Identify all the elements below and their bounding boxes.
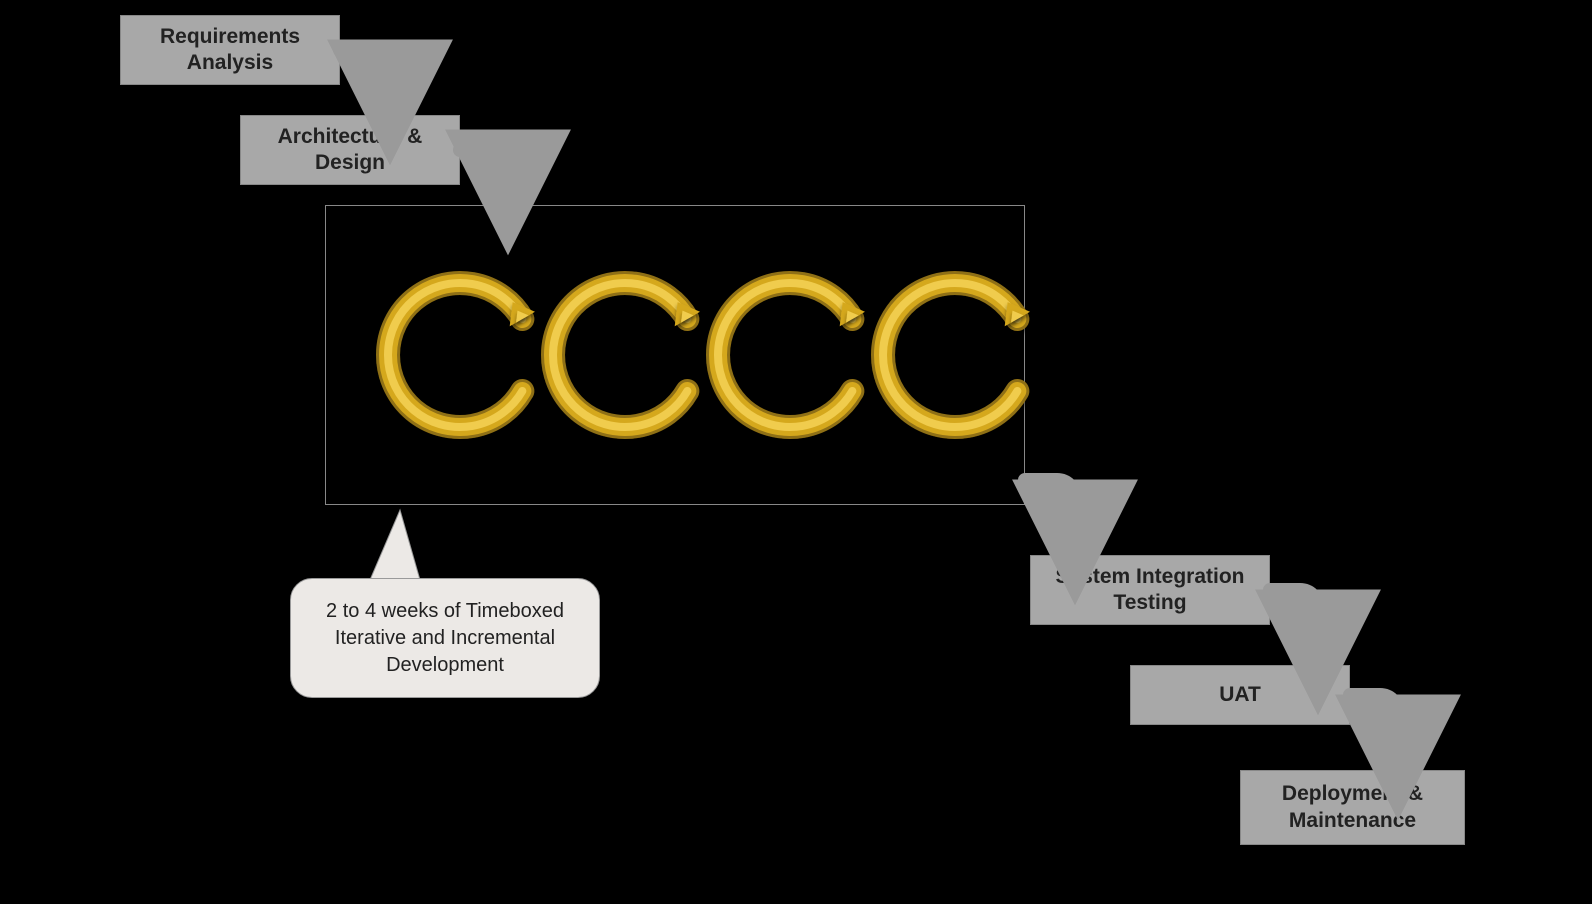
iteration-callout: 2 to 4 weeks of TimeboxedIterative and I… bbox=[290, 578, 600, 698]
phase-label: Deployment &Maintenance bbox=[1282, 781, 1423, 834]
connector-req-to-arch bbox=[340, 50, 390, 115]
diagram-stage: RequirementsAnalysis Architecture &Desig… bbox=[0, 0, 1592, 904]
phase-label: RequirementsAnalysis bbox=[160, 24, 300, 77]
iteration-container bbox=[325, 205, 1025, 505]
connector-sit-to-uat bbox=[1270, 590, 1318, 665]
connector-arch-to-iter bbox=[460, 150, 508, 205]
connector-uat-to-deploy bbox=[1350, 695, 1398, 770]
phase-uat: UAT bbox=[1130, 665, 1350, 725]
phase-label: UAT bbox=[1219, 682, 1261, 708]
phase-architecture: Architecture &Design bbox=[240, 115, 460, 185]
phase-label: System IntegrationTesting bbox=[1055, 564, 1244, 617]
phase-requirements: RequirementsAnalysis bbox=[120, 15, 340, 85]
connector-iter-to-sit bbox=[1025, 480, 1075, 555]
callout-text: 2 to 4 weeks of TimeboxedIterative and I… bbox=[326, 598, 564, 679]
phase-system-integration-testing: System IntegrationTesting bbox=[1030, 555, 1270, 625]
phase-label: Architecture &Design bbox=[278, 124, 423, 177]
phase-deployment-maintenance: Deployment &Maintenance bbox=[1240, 770, 1465, 845]
